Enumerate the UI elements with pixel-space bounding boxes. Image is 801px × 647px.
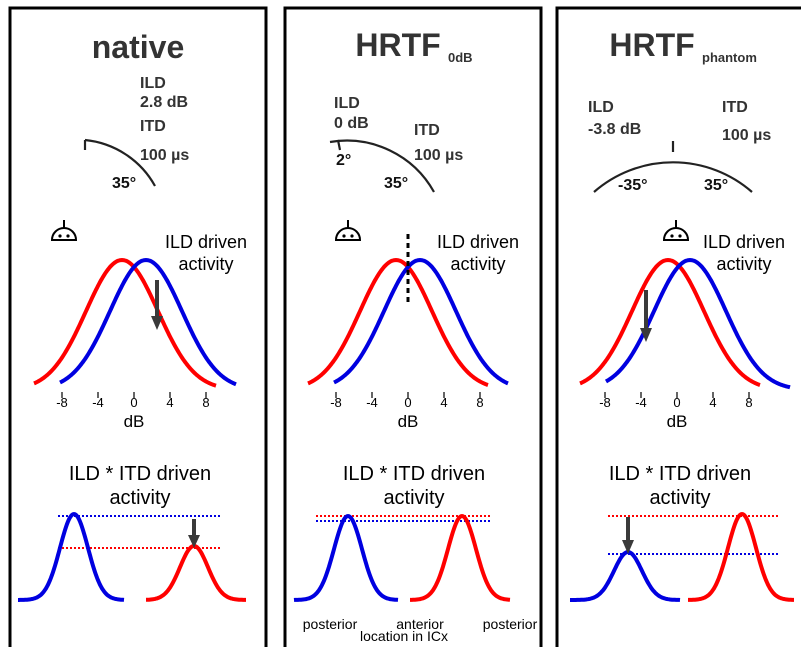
bottom-caption-line1: ILD * ITD driven <box>69 463 211 485</box>
itd-label: ITD <box>722 99 748 116</box>
itd-activity-arrowhead <box>188 535 200 548</box>
panel-frame <box>555 6 801 647</box>
ild-label: ILD <box>588 99 614 116</box>
tick-label: 0 <box>404 395 411 410</box>
ild-activity-line1: ILD driven <box>165 232 247 252</box>
ild-value: 2.8 dB <box>140 94 188 111</box>
ild-activity-line1: ILD driven <box>703 232 785 252</box>
angle-left-label: -35° <box>618 177 648 194</box>
ild-tuning-curve-red <box>307 257 489 387</box>
panel-title-subscript: 0dB <box>448 50 473 65</box>
location-anterior: anterior <box>396 616 444 632</box>
panel-hrtf-0db: HRTF 0dB ILD 0 dB ITD 100 µs 2° 35° ILD … <box>283 6 543 647</box>
red-peak <box>146 543 246 602</box>
panel-title: HRTF <box>609 27 694 63</box>
tick-label: -4 <box>92 395 104 410</box>
bottom-caption-line1: ILD * ITD driven <box>343 463 485 485</box>
ild-tuning-curve-blue <box>333 257 509 386</box>
panel-title: native <box>92 29 184 65</box>
ild-activity-line2: activity <box>716 254 771 274</box>
tick-label: 8 <box>476 395 483 410</box>
location-posterior-right: posterior <box>483 616 538 632</box>
angle-right-label: 35° <box>384 175 408 192</box>
location-posterior-left: posterior <box>303 616 358 632</box>
head-icon <box>50 220 78 241</box>
ild-activity-arrowhead <box>640 328 652 342</box>
axis-xlabel: dB <box>124 412 145 431</box>
ild-value: 0 dB <box>334 115 369 132</box>
tick-label: 4 <box>166 395 173 410</box>
ild-value: -3.8 dB <box>588 121 641 138</box>
itd-activity-arrowhead <box>622 540 634 554</box>
tick-label: -8 <box>330 395 342 410</box>
itd-value: 100 µs <box>414 147 463 164</box>
ild-axis: -8 -4 0 4 8 dB <box>330 392 484 431</box>
axis-xlabel: dB <box>667 412 688 431</box>
itd-value: 100 µs <box>722 127 771 144</box>
panel-title: HRTF <box>355 27 440 63</box>
bottom-caption-line2: activity <box>649 487 710 509</box>
azimuth-tick <box>336 139 342 151</box>
blue-peak <box>570 549 681 602</box>
bottom-caption-line2: activity <box>383 487 444 509</box>
ild-label: ILD <box>334 95 360 112</box>
tick-label: 8 <box>202 395 209 410</box>
panel-frame <box>8 6 268 647</box>
location-caption: location in ICx <box>360 628 448 644</box>
head-icon <box>334 220 362 241</box>
tick-label: 8 <box>745 395 752 410</box>
panel-native: native ILD 2.8 dB ITD 100 µs 35° ILD dri… <box>8 6 268 647</box>
red-peak <box>410 513 511 602</box>
tick-label: 0 <box>673 395 680 410</box>
itd-label: ITD <box>414 122 440 139</box>
ild-axis: -8 -4 0 4 8 dB <box>599 392 753 431</box>
panel-title-subscript: phantom <box>702 50 757 65</box>
ild-tuning-curve-blue <box>59 257 237 387</box>
head-icon <box>662 220 690 241</box>
blue-peak <box>18 511 125 602</box>
axis-xlabel: dB <box>398 412 419 431</box>
angle-right-label: 35° <box>704 177 728 194</box>
bottom-caption-line1: ILD * ITD driven <box>609 463 751 485</box>
tick-label: -4 <box>366 395 378 410</box>
ild-tuning-curve-red <box>33 257 217 388</box>
ild-tuning-curve-blue <box>604 257 791 390</box>
tick-label: -8 <box>56 395 68 410</box>
ild-activity-line1: ILD driven <box>437 232 519 252</box>
azimuth-arc <box>84 138 156 187</box>
panel-hrtf-phantom: HRTF phantom ILD -3.8 dB ITD 100 µs -35°… <box>555 6 801 647</box>
tick-label: 4 <box>440 395 447 410</box>
angle-small-label: 2° <box>336 152 351 169</box>
red-peak <box>688 511 794 602</box>
tick-label: -4 <box>635 395 647 410</box>
ild-tuning-curve-red <box>579 257 761 387</box>
ild-axis: -8 -4 0 4 8 dB <box>56 392 210 431</box>
panel-frame <box>283 6 543 647</box>
tick-label: -8 <box>599 395 611 410</box>
tick-label: 4 <box>709 395 716 410</box>
azimuth-arc <box>329 139 435 193</box>
ild-activity-arrowhead <box>151 316 163 330</box>
ild-activity-line2: activity <box>178 254 233 274</box>
itd-label: ITD <box>140 118 166 135</box>
angle-right-label: 35° <box>112 175 136 192</box>
tick-label: 0 <box>130 395 137 410</box>
bottom-caption-line2: activity <box>109 487 170 509</box>
ild-activity-line2: activity <box>450 254 505 274</box>
blue-peak <box>293 513 399 602</box>
itd-value: 100 µs <box>140 147 189 164</box>
azimuth-arc <box>593 161 753 193</box>
ild-label: ILD <box>140 75 166 92</box>
